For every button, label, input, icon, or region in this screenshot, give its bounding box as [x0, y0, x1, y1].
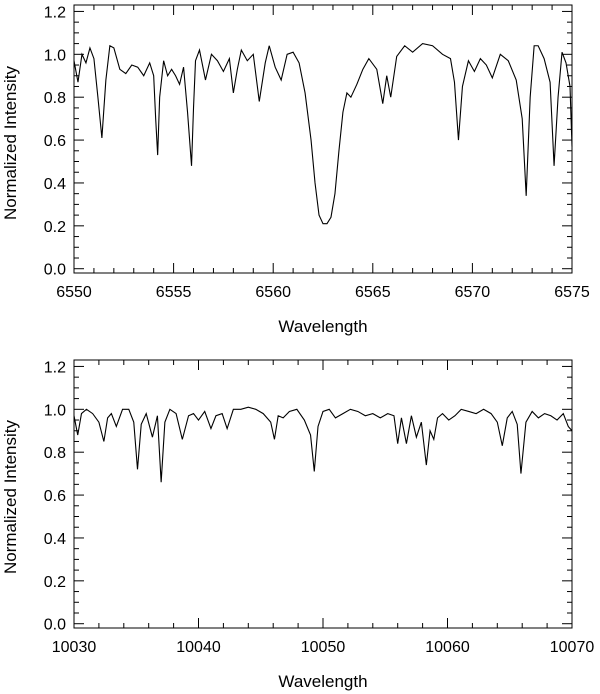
x-tick-label: 6550: [56, 284, 92, 301]
y-tick-label: 0.0: [44, 262, 66, 279]
ticks-bottom: [73, 360, 573, 628]
y-tick-label: 0.6: [44, 488, 66, 505]
y-tick-label: 1.2: [44, 359, 66, 376]
y-tick-label: 0.6: [44, 133, 66, 150]
x-tick-label: 10030: [52, 639, 97, 656]
x-tick-label: 6565: [355, 284, 391, 301]
y-axis-label-top: Normalized Intensity: [1, 66, 20, 221]
y-tick-label: 0.2: [44, 219, 66, 236]
y-tick-label: 0.2: [44, 574, 66, 591]
y-axis-label-bottom: Normalized Intensity: [1, 420, 20, 575]
chart-panel-top: 6550 6555 6560 6565 6570 6575 0.0 0.2 0.4 0.6 0.8 1…: [1, 4, 590, 336]
x-tick-label: 10040: [176, 639, 221, 656]
x-tick-label: 10060: [425, 639, 470, 656]
y-tick-label: 1.0: [44, 47, 66, 64]
y-tick-label: 0.4: [44, 531, 66, 548]
ticks-top: [73, 5, 573, 273]
plot-frame-top: [73, 4, 573, 274]
tick-labels-top: 6550 6555 6560 6565 6570 6575 0.0 0.2 0.4 0.6 0.8 1…: [44, 4, 590, 301]
y-tick-label: 0.4: [44, 176, 66, 193]
x-tick-label: 6560: [255, 284, 291, 301]
y-tick-label: 0.8: [44, 445, 66, 462]
y-tick-label: 1.2: [44, 4, 66, 21]
x-tick-label: 10070: [550, 639, 595, 656]
chart-panel-bottom: 10030 10040 10050 10060 10070 0.0 0.2 0.4 0.6 0.8…: [1, 359, 594, 691]
x-axis-label-top: Wavelength: [278, 317, 367, 336]
y-tick-label: 0.8: [44, 90, 66, 107]
x-tick-label: 6555: [156, 284, 192, 301]
spectrum-line-top: [73, 42, 573, 225]
x-tick-label: 10050: [301, 639, 346, 656]
plot-frame-bottom: [73, 359, 573, 629]
y-tick-label: 0.0: [44, 617, 66, 634]
spectrum-line-bottom: [73, 406, 573, 483]
x-axis-label-bottom: Wavelength: [278, 672, 367, 691]
tick-labels-bottom: 10030 10040 10050 10060 10070 0.0 0.2 0.4 0.6 0.8…: [44, 359, 595, 656]
x-tick-label: 6575: [554, 284, 590, 301]
y-tick-label: 1.0: [44, 402, 66, 419]
x-tick-label: 6570: [455, 284, 491, 301]
